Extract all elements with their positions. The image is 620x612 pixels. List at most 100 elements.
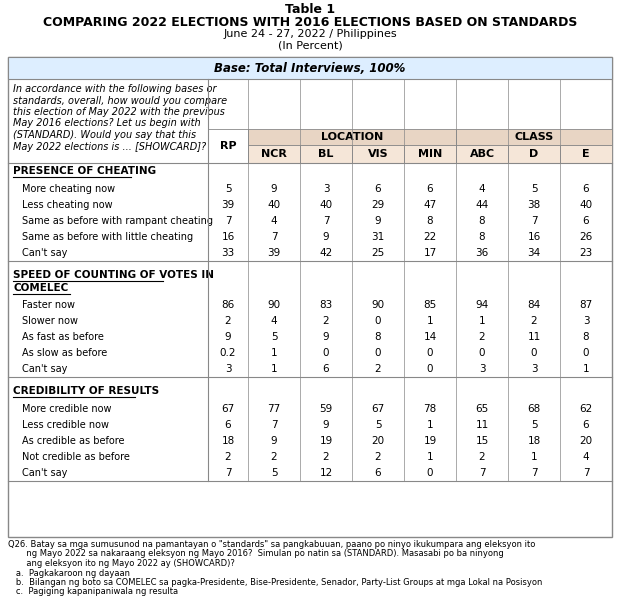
Text: 47: 47 [423, 200, 436, 210]
Text: (In Percent): (In Percent) [278, 40, 342, 50]
Bar [352, 145, 404, 163]
Text: 2: 2 [322, 452, 329, 462]
Text: 0: 0 [583, 348, 589, 358]
Text: CREDIBILITY OF RESULTS: CREDIBILITY OF RESULTS [13, 386, 159, 396]
Text: 12: 12 [319, 468, 332, 478]
Text: 23: 23 [579, 248, 593, 258]
Text: 16: 16 [528, 232, 541, 242]
Text: 33: 33 [221, 248, 234, 258]
Text: BL: BL [318, 149, 334, 159]
Text: 7: 7 [224, 468, 231, 478]
Text: More cheating now: More cheating now [22, 184, 115, 194]
Text: 3: 3 [322, 184, 329, 194]
Text: 0: 0 [374, 348, 381, 358]
Text: 42: 42 [319, 248, 332, 258]
Text: 1: 1 [271, 364, 277, 374]
Text: 44: 44 [476, 200, 489, 210]
Text: 31: 31 [371, 232, 384, 242]
Bar [300, 145, 352, 163]
Text: 6: 6 [583, 184, 590, 194]
Text: 26: 26 [579, 232, 593, 242]
Bar [456, 129, 612, 145]
Text: 68: 68 [528, 404, 541, 414]
Text: 6: 6 [374, 184, 381, 194]
Text: In accordance with the following bases or: In accordance with the following bases o… [13, 84, 216, 94]
Text: 6: 6 [322, 364, 329, 374]
Text: 8: 8 [479, 216, 485, 226]
Text: 8: 8 [427, 216, 433, 226]
Text: 62: 62 [579, 404, 593, 414]
Text: SPEED OF COUNTING OF VOTES IN: SPEED OF COUNTING OF VOTES IN [13, 270, 214, 280]
Text: 77: 77 [267, 404, 281, 414]
Text: 11: 11 [476, 420, 489, 430]
Text: 9: 9 [322, 332, 329, 342]
Text: 3: 3 [224, 364, 231, 374]
Text: 4: 4 [479, 184, 485, 194]
Text: 6: 6 [583, 420, 590, 430]
Text: Less credible now: Less credible now [22, 420, 109, 430]
Text: NCR: NCR [261, 149, 287, 159]
Text: D: D [529, 149, 539, 159]
Text: May 2016 elections? Let us begin with: May 2016 elections? Let us begin with [13, 119, 201, 129]
Text: 14: 14 [423, 332, 436, 342]
Text: 94: 94 [476, 300, 489, 310]
Text: Slower now: Slower now [22, 316, 78, 326]
Text: 87: 87 [579, 300, 593, 310]
Bar [456, 145, 508, 163]
Text: 7: 7 [271, 232, 277, 242]
Text: 0: 0 [374, 316, 381, 326]
Text: More credible now: More credible now [22, 404, 112, 414]
Text: 2: 2 [224, 316, 231, 326]
Text: E: E [582, 149, 590, 159]
Text: Table 1: Table 1 [285, 3, 335, 16]
Text: 34: 34 [528, 248, 541, 258]
Text: 18: 18 [528, 436, 541, 446]
Text: 4: 4 [271, 316, 277, 326]
Text: 5: 5 [531, 184, 538, 194]
Text: Same as before with little cheating: Same as before with little cheating [22, 232, 193, 242]
Text: PRESENCE OF CHEATING: PRESENCE OF CHEATING [13, 166, 156, 176]
Text: 90: 90 [371, 300, 384, 310]
Bar [508, 145, 560, 163]
Text: 0: 0 [427, 364, 433, 374]
Text: 7: 7 [531, 216, 538, 226]
Text: MIN: MIN [418, 149, 442, 159]
Text: 36: 36 [476, 248, 489, 258]
Text: RP: RP [219, 141, 236, 151]
Text: 7: 7 [531, 468, 538, 478]
Text: 15: 15 [476, 436, 489, 446]
Text: 1: 1 [479, 316, 485, 326]
Text: 1: 1 [531, 452, 538, 462]
Text: 9: 9 [322, 420, 329, 430]
Text: 29: 29 [371, 200, 384, 210]
Text: 65: 65 [476, 404, 489, 414]
Text: ng Mayo 2022 sa nakaraang eleksyon ng Mayo 2016?  Simulan po natin sa (STANDARD): ng Mayo 2022 sa nakaraang eleksyon ng Ma… [8, 550, 503, 559]
Text: 67: 67 [371, 404, 384, 414]
Text: 1: 1 [427, 316, 433, 326]
Text: LOCATION: LOCATION [321, 132, 383, 142]
Text: 86: 86 [221, 300, 234, 310]
Text: Less cheating now: Less cheating now [22, 200, 113, 210]
Text: b.  Bilangan ng boto sa COMELEC sa pagka-Presidente, Bise-Presidente, Senador, P: b. Bilangan ng boto sa COMELEC sa pagka-… [8, 578, 542, 587]
Text: 0: 0 [323, 348, 329, 358]
Text: 67: 67 [221, 404, 234, 414]
Text: c.  Pagiging kapanipaniwala ng resulta: c. Pagiging kapanipaniwala ng resulta [8, 588, 178, 597]
Text: 5: 5 [224, 184, 231, 194]
Text: COMPARING 2022 ELECTIONS WITH 2016 ELECTIONS BASED ON STANDARDS: COMPARING 2022 ELECTIONS WITH 2016 ELECT… [43, 16, 577, 29]
Text: 8: 8 [479, 232, 485, 242]
Text: 0.2: 0.2 [219, 348, 236, 358]
Text: 6: 6 [427, 184, 433, 194]
Text: 4: 4 [583, 452, 590, 462]
Text: 39: 39 [221, 200, 234, 210]
Text: Same as before with rampant cheating: Same as before with rampant cheating [22, 216, 213, 226]
Text: 1: 1 [427, 452, 433, 462]
Text: 84: 84 [528, 300, 541, 310]
Text: 5: 5 [531, 420, 538, 430]
Text: standards, overall, how would you compare: standards, overall, how would you compar… [13, 95, 227, 105]
Text: 9: 9 [271, 184, 277, 194]
Text: 7: 7 [583, 468, 590, 478]
Text: 2: 2 [224, 452, 231, 462]
Text: 0: 0 [479, 348, 485, 358]
Text: ang eleksyon ito ng Mayo 2022 ay (SHOWCARD)?: ang eleksyon ito ng Mayo 2022 ay (SHOWCA… [8, 559, 235, 568]
Text: 7: 7 [224, 216, 231, 226]
